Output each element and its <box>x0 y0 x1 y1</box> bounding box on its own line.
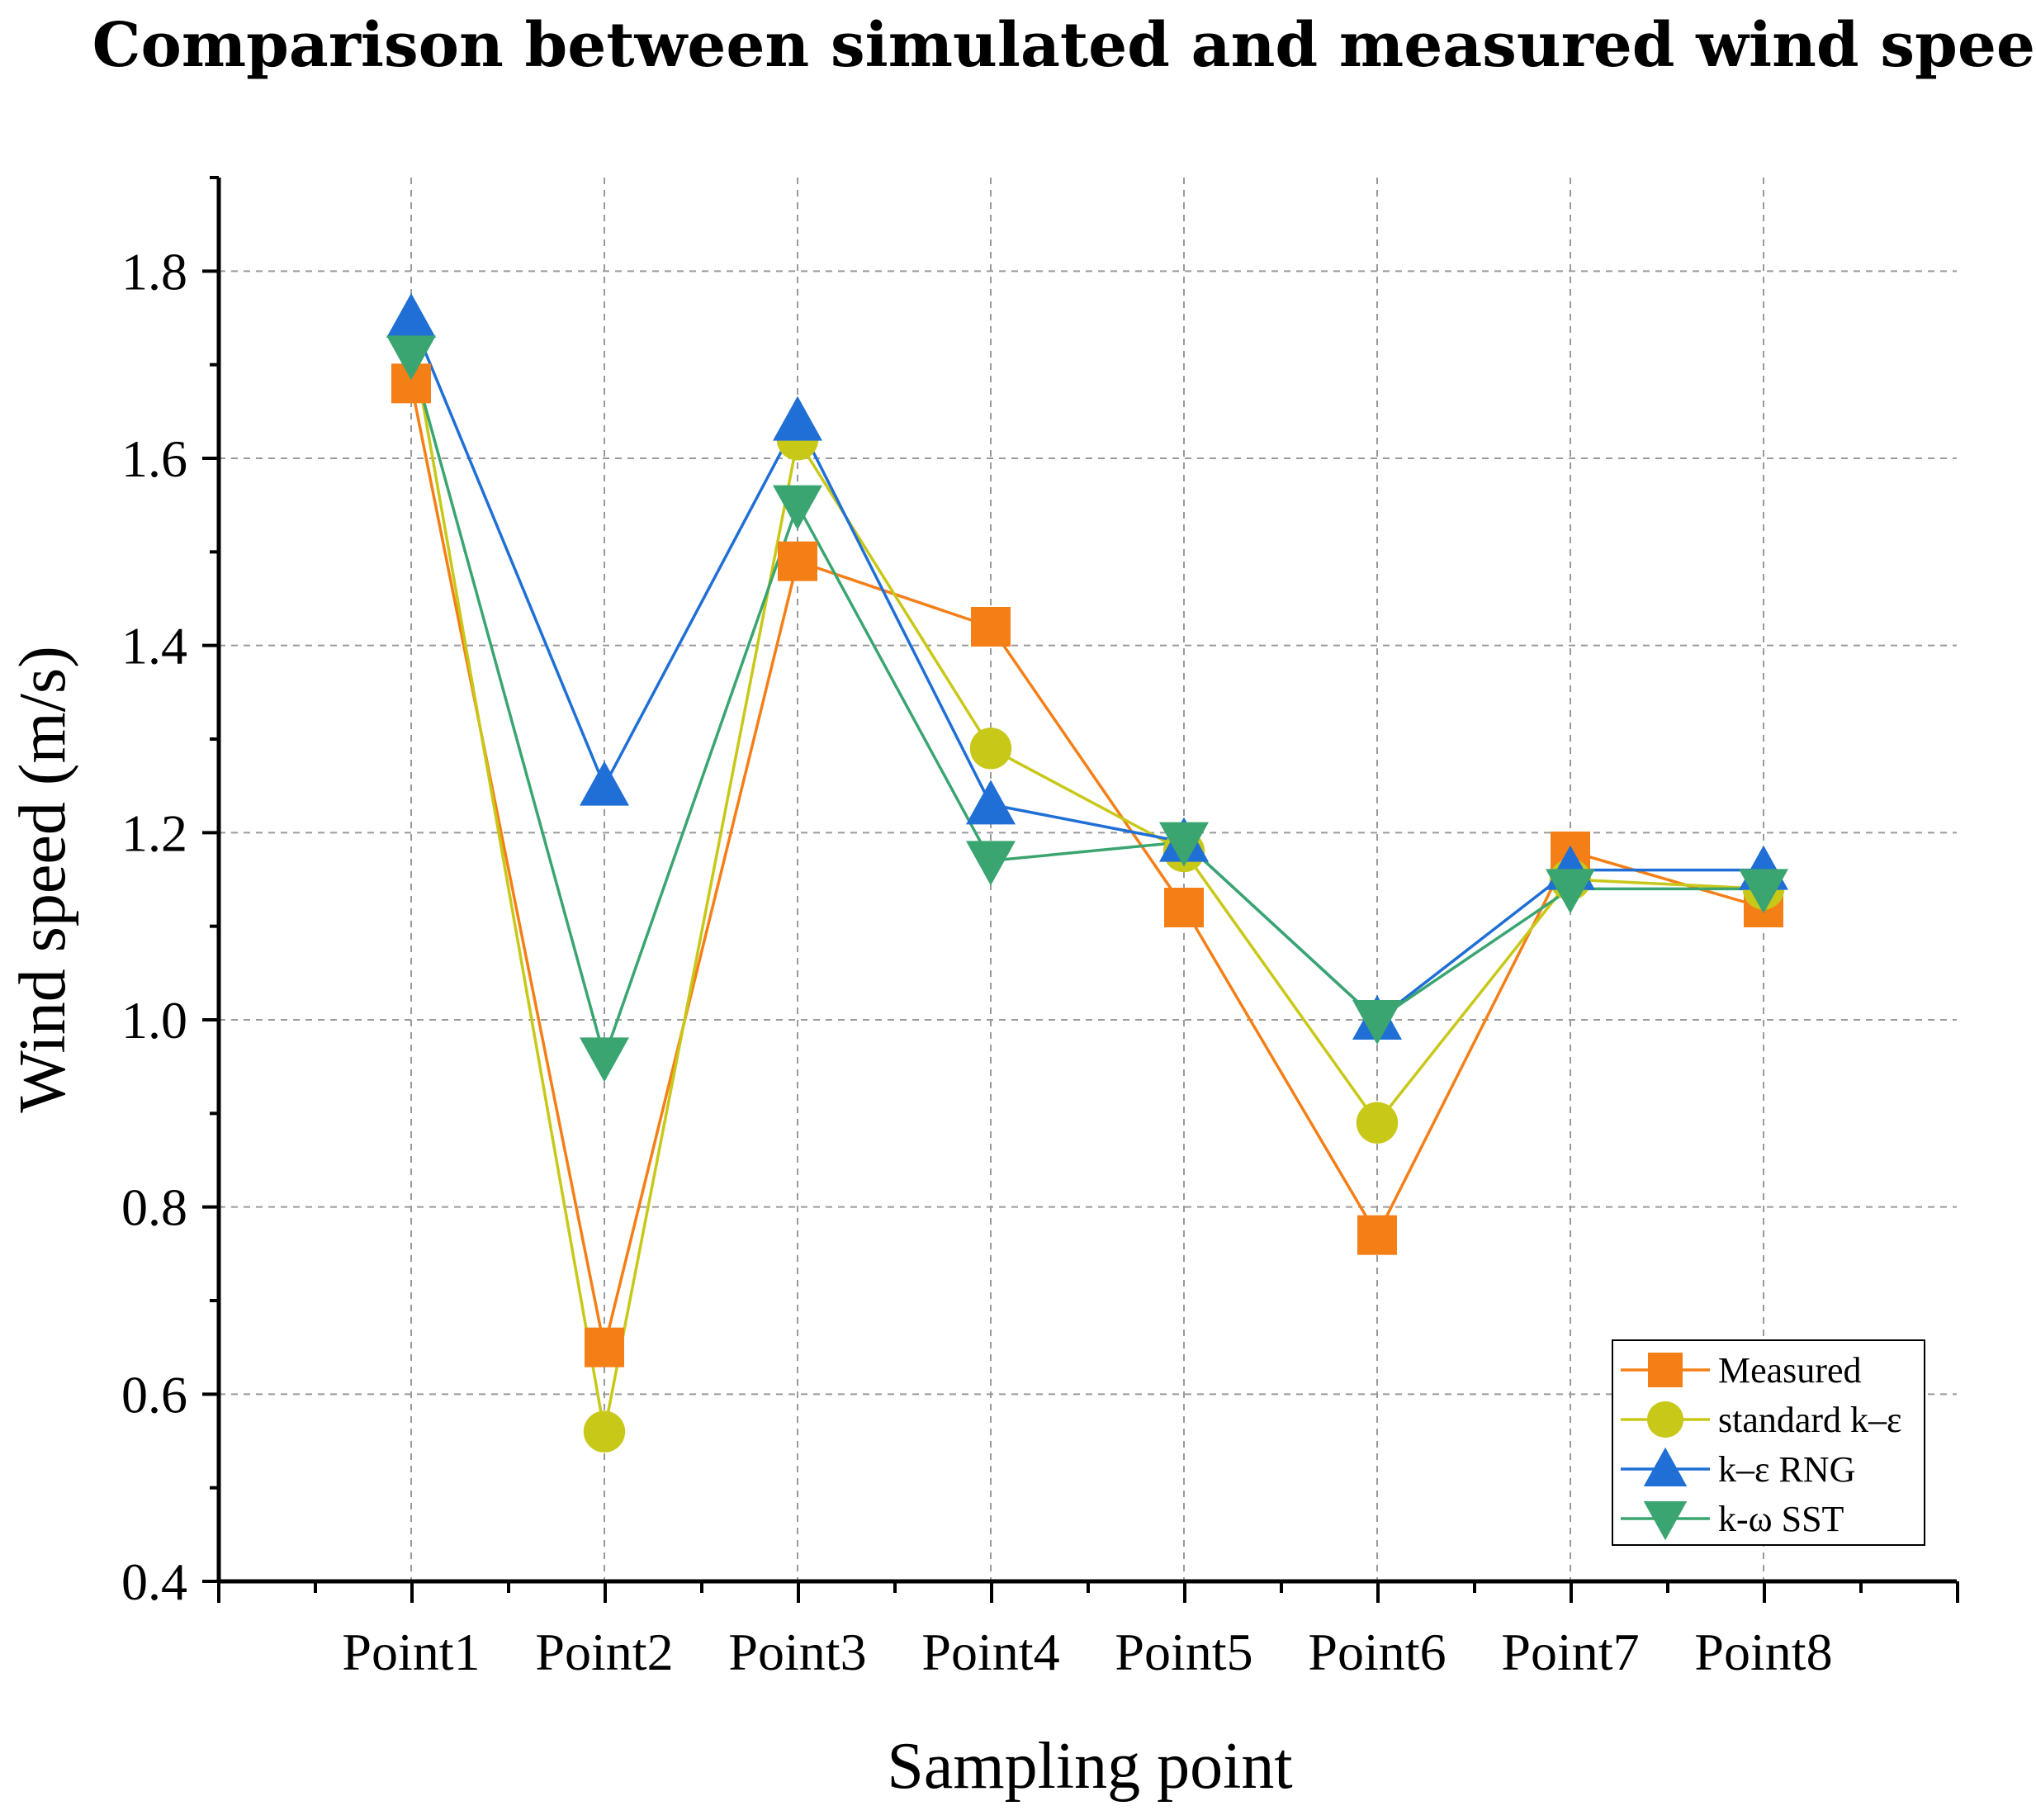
chart-title: Comparison between simulated and measure… <box>92 10 2036 81</box>
series-markers-2 <box>386 293 1788 1040</box>
axes: 0.4 0.6 0.8 1.0 1.2 1.4 1.6 1.8 Point1 Point2 Poin… <box>121 176 1959 1681</box>
y-tick-label: 1.8 <box>121 242 187 301</box>
series-line <box>410 382 1764 1348</box>
legend-label: k-ω SST <box>1718 1499 1844 1539</box>
legend-label: Measured <box>1718 1350 1862 1391</box>
data-point <box>1546 869 1595 914</box>
x-tick-label: Point7 <box>1501 1623 1639 1681</box>
x-tick-label: Point2 <box>535 1623 673 1681</box>
data-point <box>971 607 1011 647</box>
legend-marker <box>1648 1353 1683 1387</box>
x-tick-label: Point1 <box>342 1623 480 1681</box>
data-point <box>969 728 1012 770</box>
series-3 <box>410 354 1764 1063</box>
x-tick-label: Point5 <box>1115 1623 1252 1681</box>
legend-marker <box>1643 1447 1688 1486</box>
legend-marker <box>1646 1401 1684 1438</box>
y-tick-label: 1.4 <box>121 617 187 675</box>
legend-label: standard k–ε <box>1718 1400 1902 1440</box>
y-tick-label: 0.6 <box>121 1365 187 1424</box>
series-1 <box>410 336 1764 1433</box>
y-tick-label: 1.2 <box>121 803 187 862</box>
x-tick-label: Point4 <box>921 1623 1059 1681</box>
data-point <box>580 761 629 806</box>
legend: Measured standard k–ε k–ε RNG k-ω SST <box>1612 1339 1925 1546</box>
series-2 <box>410 317 1764 1022</box>
series-markers-3 <box>386 335 1788 1083</box>
data-point <box>773 396 822 441</box>
data-point <box>386 335 436 381</box>
x-tick-label: Point3 <box>728 1623 866 1681</box>
x-tick-label: Point8 <box>1694 1623 1832 1681</box>
data-point <box>585 1327 624 1367</box>
data-point <box>966 841 1016 886</box>
data-point <box>966 780 1016 825</box>
data-point <box>1356 1102 1399 1144</box>
data-point <box>778 541 817 581</box>
series-0 <box>410 382 1764 1348</box>
data-point <box>1164 888 1204 927</box>
data-point <box>386 293 436 338</box>
series-markers-0 <box>391 363 1783 1367</box>
legend-marker <box>1643 1501 1688 1541</box>
data-point <box>1357 1215 1397 1255</box>
y-tick-label: 1.0 <box>121 991 187 1050</box>
data-point <box>583 1410 626 1453</box>
y-tick-label: 1.6 <box>121 429 187 488</box>
data-point <box>1159 822 1209 867</box>
x-tick-label: Point6 <box>1308 1623 1446 1681</box>
y-tick-label: 0.4 <box>121 1552 187 1611</box>
x-axis-label: Sampling point <box>887 1730 1292 1803</box>
legend-label: k–ε RNG <box>1718 1449 1855 1490</box>
series-line <box>410 317 1764 1022</box>
series-line <box>410 354 1764 1063</box>
y-tick-label: 0.8 <box>121 1178 187 1237</box>
data-point <box>1739 869 1788 914</box>
data-point <box>1352 1000 1402 1045</box>
data-point <box>773 485 822 530</box>
data-point <box>580 1037 629 1083</box>
series-line <box>410 336 1764 1433</box>
y-axis-label: Wind speed (m/s) <box>7 646 79 1113</box>
series-group <box>386 293 1788 1453</box>
